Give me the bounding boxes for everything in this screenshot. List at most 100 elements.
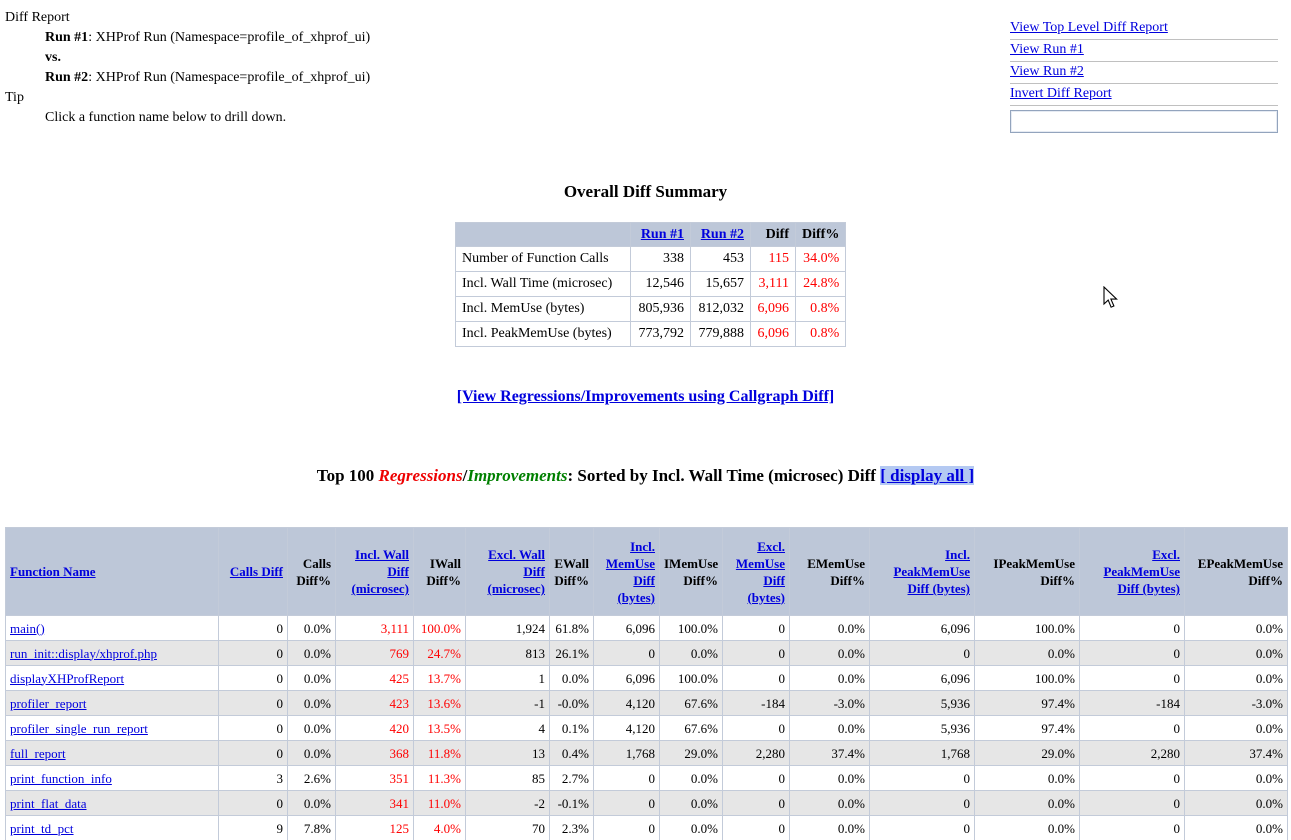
value-cell: -2 (465, 790, 550, 816)
sort-link-incl-memuse-diff-bytes[interactable]: Incl. MemUse Diff (bytes) (605, 538, 655, 605)
summary-row: Number of Function Calls 338 453 115 34.0% (455, 246, 847, 272)
value-cell: 0.0% (287, 690, 336, 716)
column-header-incl-peakmemuse-diff-bytes: Incl. PeakMemUse Diff (bytes) (869, 527, 975, 616)
function-link[interactable]: main() (10, 620, 45, 636)
column-header-epeakmemuse-diff: EPeakMemUse Diff% (1184, 527, 1288, 616)
summary-header-link-run-1[interactable]: Run #1 (640, 226, 684, 242)
value-cell: 0.0% (789, 640, 870, 666)
summary-header-run-1: Run #1 (630, 222, 691, 247)
function-link[interactable]: displayXHProfReport (10, 670, 125, 686)
value-cell: 13 (465, 740, 550, 766)
value-cell: 813 (465, 640, 550, 666)
value-cell: 13.7% (413, 665, 466, 691)
function-link[interactable]: profiler_single_run_report (10, 720, 148, 736)
value-cell: 11.0% (413, 790, 466, 816)
value-cell: 11.8% (413, 740, 466, 766)
column-header-ipeakmemuse-diff: IPeakMemUse Diff% (974, 527, 1080, 616)
value-cell: 0 (869, 790, 975, 816)
nav-link-row: View Run #1 (1010, 40, 1278, 62)
summary-value: 15,657 (690, 271, 751, 297)
display-all-link[interactable]: [ display all ] (880, 466, 975, 485)
summary-header-diff: Diff% (794, 222, 847, 247)
report-query-input[interactable] (1010, 110, 1278, 133)
summary-value: 24.8% (794, 271, 847, 297)
value-cell: 0 (722, 815, 790, 840)
nav-link-view-run-1[interactable]: View Run #1 (1010, 42, 1084, 57)
function-link[interactable]: print_flat_data (10, 795, 87, 811)
sort-link-function-name[interactable]: Function Name (10, 564, 96, 579)
value-cell: 97.4% (974, 715, 1080, 741)
value-cell: 0 (218, 715, 288, 741)
regressions-label: Regressions (378, 466, 463, 485)
summary-metric-label: Incl. PeakMemUse (bytes) (455, 321, 631, 347)
table-row: main() 0 0.0% 3,111 100.0% 1,924 61.8% 6,096 100… (5, 615, 1288, 641)
nav-link-invert-diff-report[interactable]: Invert Diff Report (1010, 86, 1112, 101)
summary-header-link-run-2[interactable]: Run #2 (700, 226, 744, 242)
column-header-function-name: Function Name (5, 527, 219, 616)
value-cell: -0.1% (549, 790, 594, 816)
function-name-cell: print_td_pct (5, 815, 219, 840)
value-cell: 0 (722, 715, 790, 741)
callgraph-diff-link[interactable]: [View Regressions/Improvements using Cal… (456, 388, 835, 405)
nav-link-row: View Top Level Diff Report (1010, 18, 1278, 40)
value-cell: 368 (335, 740, 414, 766)
value-cell: 13.6% (413, 690, 466, 716)
summary-metric-label: Number of Function Calls (455, 246, 631, 272)
value-cell: 1,768 (593, 740, 660, 766)
value-cell: 6,096 (593, 665, 660, 691)
function-link[interactable]: run_init::display/xhprof.php (10, 645, 157, 661)
tip-text: Click a function name below to drill dow… (45, 110, 287, 125)
column-header-ewall-diff: EWall Diff% (549, 527, 594, 616)
value-cell: 0.0% (287, 740, 336, 766)
summary-value: 12,546 (630, 271, 691, 297)
sort-link-excl-memuse-diff-bytes[interactable]: Excl. MemUse Diff (bytes) (735, 538, 785, 605)
value-cell: 0.0% (1184, 815, 1288, 840)
function-link[interactable]: full_report (10, 745, 66, 761)
value-cell: 0 (1079, 615, 1185, 641)
sort-link-excl-peakmemuse-diff-bytes[interactable]: Excl. PeakMemUse Diff (bytes) (1103, 547, 1180, 596)
summary-header-run-2: Run #2 (690, 222, 751, 247)
value-cell: 24.7% (413, 640, 466, 666)
tip-label: Tip (5, 90, 24, 105)
value-cell: 6,096 (869, 615, 975, 641)
value-cell: 0 (218, 690, 288, 716)
value-cell: 2,280 (722, 740, 790, 766)
function-link[interactable]: print_function_info (10, 770, 112, 786)
summary-value: 6,096 (750, 296, 796, 322)
summary-row: Incl. MemUse (bytes) 805,936 812,032 6,096 0… (455, 296, 847, 322)
value-cell: 100.0% (974, 615, 1080, 641)
value-cell: 0 (722, 765, 790, 791)
value-cell: 0.0% (974, 640, 1080, 666)
value-cell: 3 (218, 765, 288, 791)
value-cell: 0 (1079, 815, 1185, 840)
function-name-cell: main() (5, 615, 219, 641)
value-cell: 70 (465, 815, 550, 840)
sort-link-incl-peakmemuse-diff-bytes[interactable]: Incl. PeakMemUse Diff (bytes) (893, 547, 970, 596)
function-diff-table: Function Name Calls Diff Calls Diff% Incl. … (5, 527, 1288, 840)
summary-value: 34.0% (794, 246, 847, 272)
sort-link-calls-diff[interactable]: Calls Diff (229, 564, 283, 579)
function-link[interactable]: profiler_report (10, 695, 87, 711)
value-cell: 2,280 (1079, 740, 1185, 766)
value-cell: 0 (869, 640, 975, 666)
value-cell: 6,096 (869, 665, 975, 691)
value-cell: 67.6% (659, 715, 723, 741)
value-cell: 0.0% (287, 665, 336, 691)
value-cell: 1,768 (869, 740, 975, 766)
function-link[interactable]: print_td_pct (10, 820, 74, 836)
sort-link-incl-wall-diff-microsec[interactable]: Incl. Wall Diff (microsec) (351, 547, 409, 596)
nav-link-view-top-level-diff-report[interactable]: View Top Level Diff Report (1010, 20, 1168, 35)
value-cell: 0.0% (659, 640, 723, 666)
sort-link-excl-wall-diff-microsec[interactable]: Excl. Wall Diff (microsec) (487, 547, 545, 596)
function-name-cell: displayXHProfReport (5, 665, 219, 691)
value-cell: 0 (1079, 765, 1185, 791)
value-cell: 0 (218, 615, 288, 641)
value-cell: 0 (722, 640, 790, 666)
nav-link-view-run-2[interactable]: View Run #2 (1010, 64, 1084, 79)
function-name-cell: profiler_single_run_report (5, 715, 219, 741)
value-cell: 100.0% (659, 665, 723, 691)
value-cell: 67.6% (659, 690, 723, 716)
summary-value: 805,936 (630, 296, 691, 322)
summary-metric-label: Incl. MemUse (bytes) (455, 296, 631, 322)
column-header-ememuse-diff: EMemUse Diff% (789, 527, 870, 616)
